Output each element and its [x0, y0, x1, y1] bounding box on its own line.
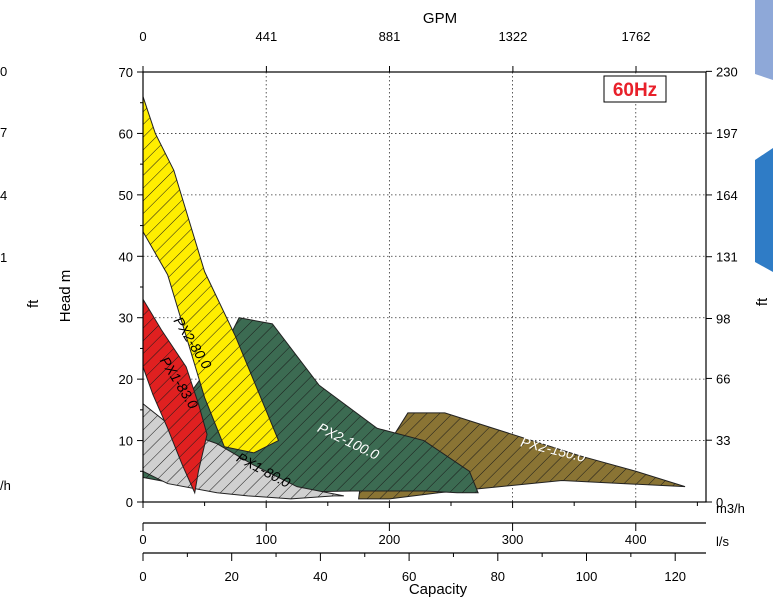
left-edge-label-5: /h	[0, 478, 11, 493]
left-edge-label-0: 0	[0, 64, 7, 79]
left-tick-label: 0	[126, 495, 133, 510]
left-tick-label: 20	[119, 372, 133, 387]
ls-tick-label: 20	[224, 569, 238, 584]
left-tick-label: 40	[119, 249, 133, 264]
right-tick-label: 230	[716, 64, 738, 79]
frequency-badge-box	[603, 75, 667, 103]
left-edge-label-3: 1	[0, 250, 7, 265]
left-tick-label: 70	[119, 65, 133, 80]
left-edge-label-4: ft	[25, 299, 42, 308]
decorative-tab-dark	[755, 148, 773, 272]
ft-axis-title: ft	[754, 297, 771, 306]
left-tick-label: 30	[119, 311, 133, 326]
ls-unit-label: l/s	[716, 534, 730, 549]
left-tick-label: 10	[119, 434, 133, 449]
ls-tick-label: 100	[576, 569, 598, 584]
frequency-badge: 60Hz	[613, 80, 657, 101]
ls-tick-label: 40	[313, 569, 327, 584]
left-tick-label: 50	[119, 188, 133, 203]
m3h-unit-label: m3/h	[716, 501, 745, 516]
right-tick-label: 197	[716, 126, 738, 141]
right-tick-label: 0	[716, 495, 723, 510]
m3h-tick-label: 200	[379, 532, 401, 547]
right-tick-label: 33	[716, 433, 730, 448]
m3h-tick-label: 300	[502, 532, 524, 547]
top-tick-label: 1762	[622, 29, 651, 44]
grid	[143, 72, 706, 502]
m3h-tick-label: 0	[139, 532, 146, 547]
m3h-tick-label: 400	[625, 532, 647, 547]
top-tick-label: 441	[256, 29, 278, 44]
left-tick-label: 60	[119, 126, 133, 141]
top-tick-label: 881	[379, 29, 401, 44]
right-tick-label: 164	[716, 188, 738, 203]
axis-ticks: 0 10 20 30 40 50 60 70 0 33 66 98 131 164 197 230 0 441 88…	[119, 29, 738, 584]
region-hatch-px1-83-0	[143, 299, 208, 493]
gpm-axis-title: GPM	[423, 10, 457, 27]
decorative-tab-light	[755, 0, 773, 80]
ls-tick-label: 60	[402, 569, 416, 584]
ls-tick-label: 0	[139, 569, 146, 584]
capacity-axis-title: Capacity	[409, 581, 468, 598]
ls-tick-label: 80	[491, 569, 505, 584]
right-tick-label: 66	[716, 371, 730, 386]
top-tick-label: 1322	[498, 29, 527, 44]
top-tick-label: 0	[139, 29, 146, 44]
operating-regions: PX2-150.0PX2-100.0PX1-80.0PX2-80.0PX1-83…	[142, 96, 686, 500]
left-edge-label-1: 7	[0, 125, 7, 140]
region-hatch-px2-80-0	[143, 96, 279, 453]
right-tick-label: 98	[716, 312, 730, 327]
ls-tick-label: 120	[664, 569, 686, 584]
m3h-tick-label: 100	[255, 532, 277, 547]
head-axis-title: Head m	[57, 270, 74, 323]
left-edge-label-2: 4	[0, 188, 7, 203]
right-tick-label: 131	[716, 250, 738, 265]
